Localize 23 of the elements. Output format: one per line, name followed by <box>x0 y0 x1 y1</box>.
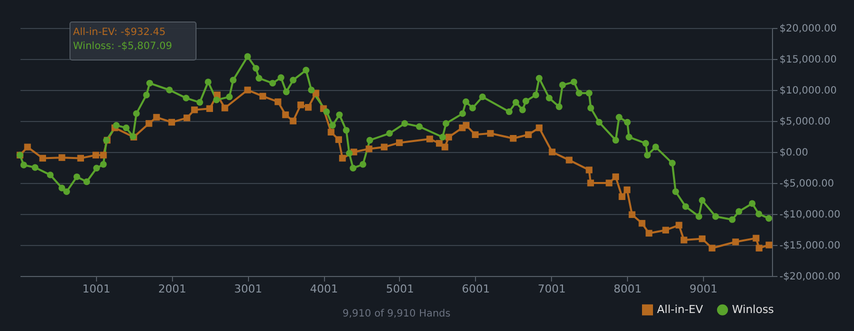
legend-label: Winloss <box>732 302 774 316</box>
x-tick-label: 1001 <box>82 282 110 296</box>
y-tick-label: $10,000.00 <box>780 86 837 96</box>
x-axis-title: 9,910 of 9,910 Hands <box>342 308 450 320</box>
x-tick-label: 7001 <box>538 282 566 296</box>
y-tick-label: -$10,000.00 <box>780 210 840 220</box>
y-tick-label: $15,000.00 <box>780 54 837 66</box>
legend-label: All-in-EV <box>657 302 704 316</box>
x-tick-label: 4001 <box>310 282 338 296</box>
y-tick-label: -$20,000.00 <box>780 272 840 282</box>
x-tick-label: 2001 <box>158 282 186 296</box>
y-tick-label: $5,000.00 <box>780 116 830 128</box>
x-tick-label: 3001 <box>234 282 262 296</box>
y-tick-label: -$5,000.00 <box>780 178 834 190</box>
annotation: All-in-EV: -$932.45 <box>73 27 166 38</box>
y-tick-label: $0.00 <box>780 148 808 158</box>
x-tick-label: 6001 <box>462 282 490 296</box>
x-tick-label: 5001 <box>386 282 414 296</box>
y-tick-label: $20,000.00 <box>780 24 837 34</box>
x-tick-label: 8001 <box>614 282 642 296</box>
y-tick-label: -$15,000.00 <box>780 240 840 252</box>
annotation: Winloss: -$5,807.09 <box>73 41 172 52</box>
x-tick-label: 9001 <box>690 282 718 296</box>
